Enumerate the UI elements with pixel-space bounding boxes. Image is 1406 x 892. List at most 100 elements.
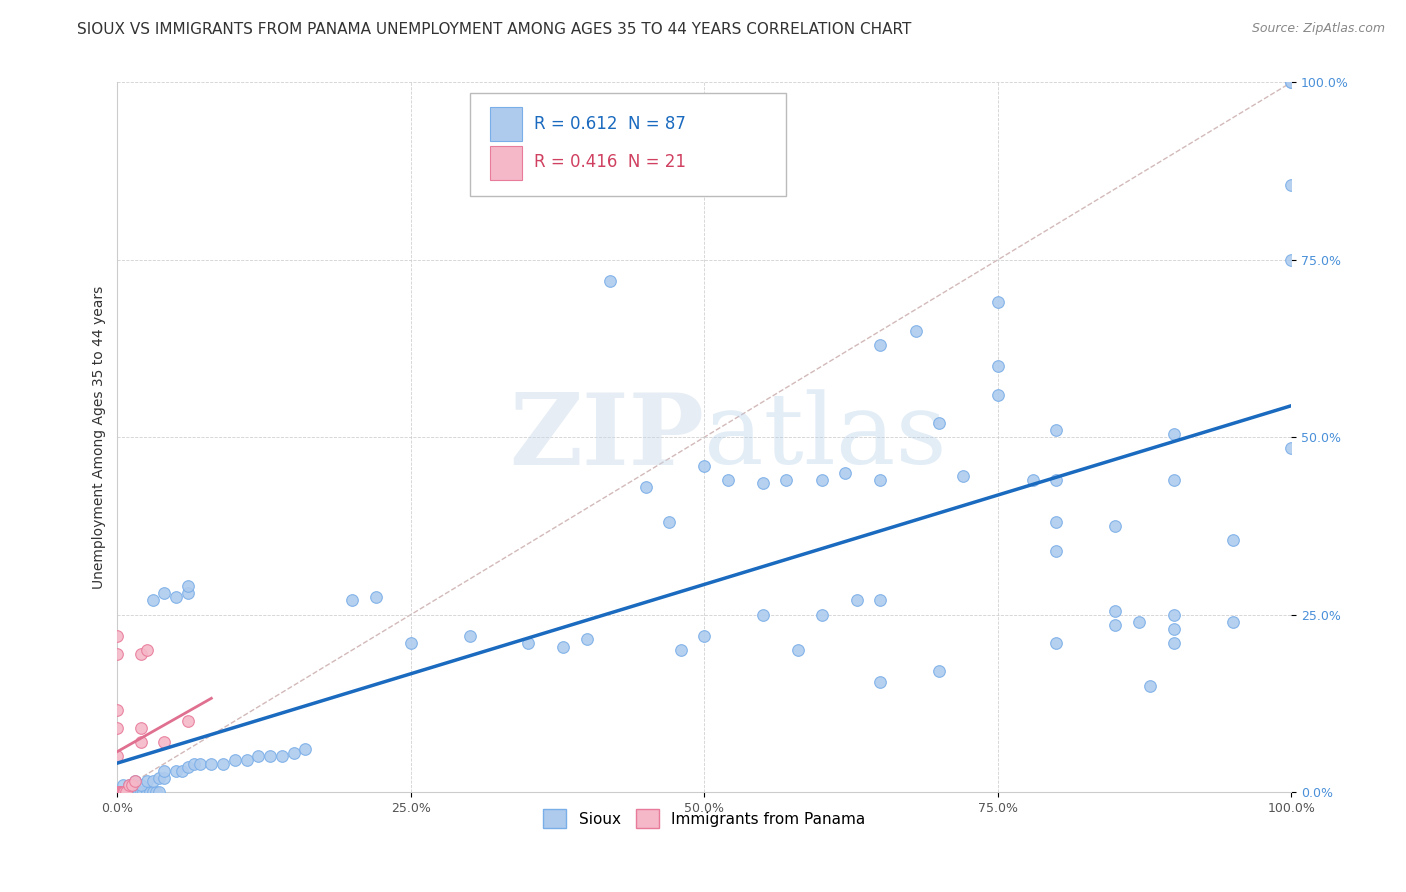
Point xyxy=(1045,423,1067,437)
Point xyxy=(1139,679,1161,693)
Point xyxy=(107,703,129,717)
Point xyxy=(177,760,200,774)
Text: atlas: atlas xyxy=(704,389,948,485)
Point xyxy=(987,295,1010,310)
Point xyxy=(340,593,363,607)
Point xyxy=(669,643,692,657)
Point xyxy=(553,640,575,654)
Point xyxy=(1163,607,1185,622)
Point xyxy=(115,785,138,799)
Point xyxy=(1222,615,1244,629)
Point xyxy=(869,593,891,607)
Point xyxy=(129,721,152,735)
Point xyxy=(1045,543,1067,558)
Point xyxy=(107,785,129,799)
Point xyxy=(693,458,716,473)
Point xyxy=(904,324,927,338)
Point xyxy=(987,359,1010,374)
Point xyxy=(1104,519,1126,533)
Point xyxy=(114,785,136,799)
Point xyxy=(717,473,740,487)
Point xyxy=(110,785,132,799)
Point xyxy=(112,778,135,792)
Text: R = 0.416  N = 21: R = 0.416 N = 21 xyxy=(534,153,686,171)
Point xyxy=(869,473,891,487)
Point xyxy=(188,756,211,771)
Point xyxy=(928,416,950,430)
Point xyxy=(153,735,176,749)
Point xyxy=(1279,75,1302,89)
Point xyxy=(128,785,150,799)
Legend: Sioux, Immigrants from Panama: Sioux, Immigrants from Panama xyxy=(537,803,872,834)
Point xyxy=(142,774,165,789)
Point xyxy=(752,476,775,491)
Point xyxy=(952,469,974,483)
Point xyxy=(124,785,146,799)
Point xyxy=(1163,473,1185,487)
Point xyxy=(153,586,176,600)
Point xyxy=(599,274,621,288)
Point xyxy=(1279,252,1302,267)
Point xyxy=(121,785,143,799)
Point xyxy=(107,749,129,764)
Point xyxy=(111,785,134,799)
Text: SIOUX VS IMMIGRANTS FROM PANAMA UNEMPLOYMENT AMONG AGES 35 TO 44 YEARS CORRELATI: SIOUX VS IMMIGRANTS FROM PANAMA UNEMPLOY… xyxy=(77,22,911,37)
Y-axis label: Unemployment Among Ages 35 to 44 years: Unemployment Among Ages 35 to 44 years xyxy=(93,285,107,589)
Text: Source: ZipAtlas.com: Source: ZipAtlas.com xyxy=(1251,22,1385,36)
Text: ZIP: ZIP xyxy=(509,389,704,486)
Point xyxy=(153,771,176,785)
Point xyxy=(247,749,270,764)
Point xyxy=(634,480,657,494)
Point xyxy=(1222,533,1244,547)
Point xyxy=(869,338,891,352)
Point xyxy=(142,785,165,799)
Point xyxy=(118,778,141,792)
Point xyxy=(693,629,716,643)
Point xyxy=(177,579,200,593)
Text: R = 0.612  N = 87: R = 0.612 N = 87 xyxy=(534,114,686,133)
Point xyxy=(1163,426,1185,441)
Point xyxy=(121,778,143,792)
Point xyxy=(107,629,129,643)
Point xyxy=(869,675,891,690)
Point xyxy=(458,629,481,643)
Point xyxy=(135,774,157,789)
Point xyxy=(165,590,187,604)
Point xyxy=(575,632,598,647)
Point xyxy=(787,643,810,657)
Point xyxy=(1279,441,1302,455)
Point xyxy=(124,774,146,789)
Point xyxy=(212,756,235,771)
Point xyxy=(1045,473,1067,487)
Point xyxy=(118,778,141,792)
Point xyxy=(1163,622,1185,636)
Point xyxy=(270,749,292,764)
Point xyxy=(114,785,136,799)
Point xyxy=(145,785,167,799)
Point xyxy=(107,785,129,799)
Point xyxy=(148,771,170,785)
Point xyxy=(142,593,165,607)
FancyBboxPatch shape xyxy=(470,93,786,196)
Point xyxy=(118,785,141,799)
Point xyxy=(139,785,162,799)
Point xyxy=(108,785,131,799)
Point xyxy=(845,593,868,607)
FancyBboxPatch shape xyxy=(489,107,523,141)
Point xyxy=(107,721,129,735)
Point xyxy=(399,636,422,650)
Point xyxy=(259,749,281,764)
Point xyxy=(135,785,157,799)
Point xyxy=(129,778,152,792)
Point xyxy=(1104,604,1126,618)
Point xyxy=(124,774,146,789)
Point xyxy=(177,714,200,728)
Point xyxy=(170,764,193,778)
Point xyxy=(834,466,856,480)
Point xyxy=(928,665,950,679)
Point xyxy=(364,590,387,604)
FancyBboxPatch shape xyxy=(489,145,523,179)
Point xyxy=(107,647,129,661)
Point xyxy=(987,387,1010,401)
Point xyxy=(752,607,775,622)
